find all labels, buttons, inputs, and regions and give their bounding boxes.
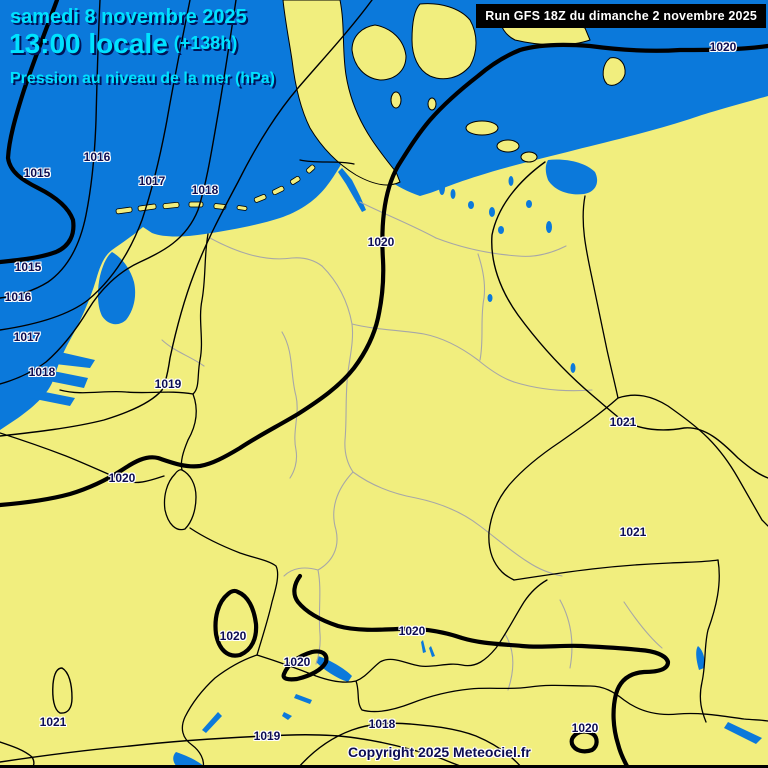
date-label: samedi 8 novembre 2025: [10, 6, 247, 28]
state-borders: [161, 201, 663, 691]
forecast-offset: (+138h): [173, 33, 238, 53]
bottom-border-bar: [0, 765, 768, 768]
copyright-label: Copyright 2025 Meteociel.fr: [348, 744, 531, 760]
map-parameter-title: Pression au niveau de la mer (hPa): [10, 70, 275, 87]
country-borders: [0, 159, 768, 768]
time-label: 13:00 locale (+138h): [9, 28, 237, 60]
model-run-banner: Run GFS 18Z du dimanche 2 novembre 2025: [476, 4, 766, 28]
sea-layer: [0, 0, 768, 430]
time-value: 13:00 locale: [9, 28, 168, 59]
lakes-layer: [30, 159, 762, 768]
land-layer: [115, 0, 715, 215]
